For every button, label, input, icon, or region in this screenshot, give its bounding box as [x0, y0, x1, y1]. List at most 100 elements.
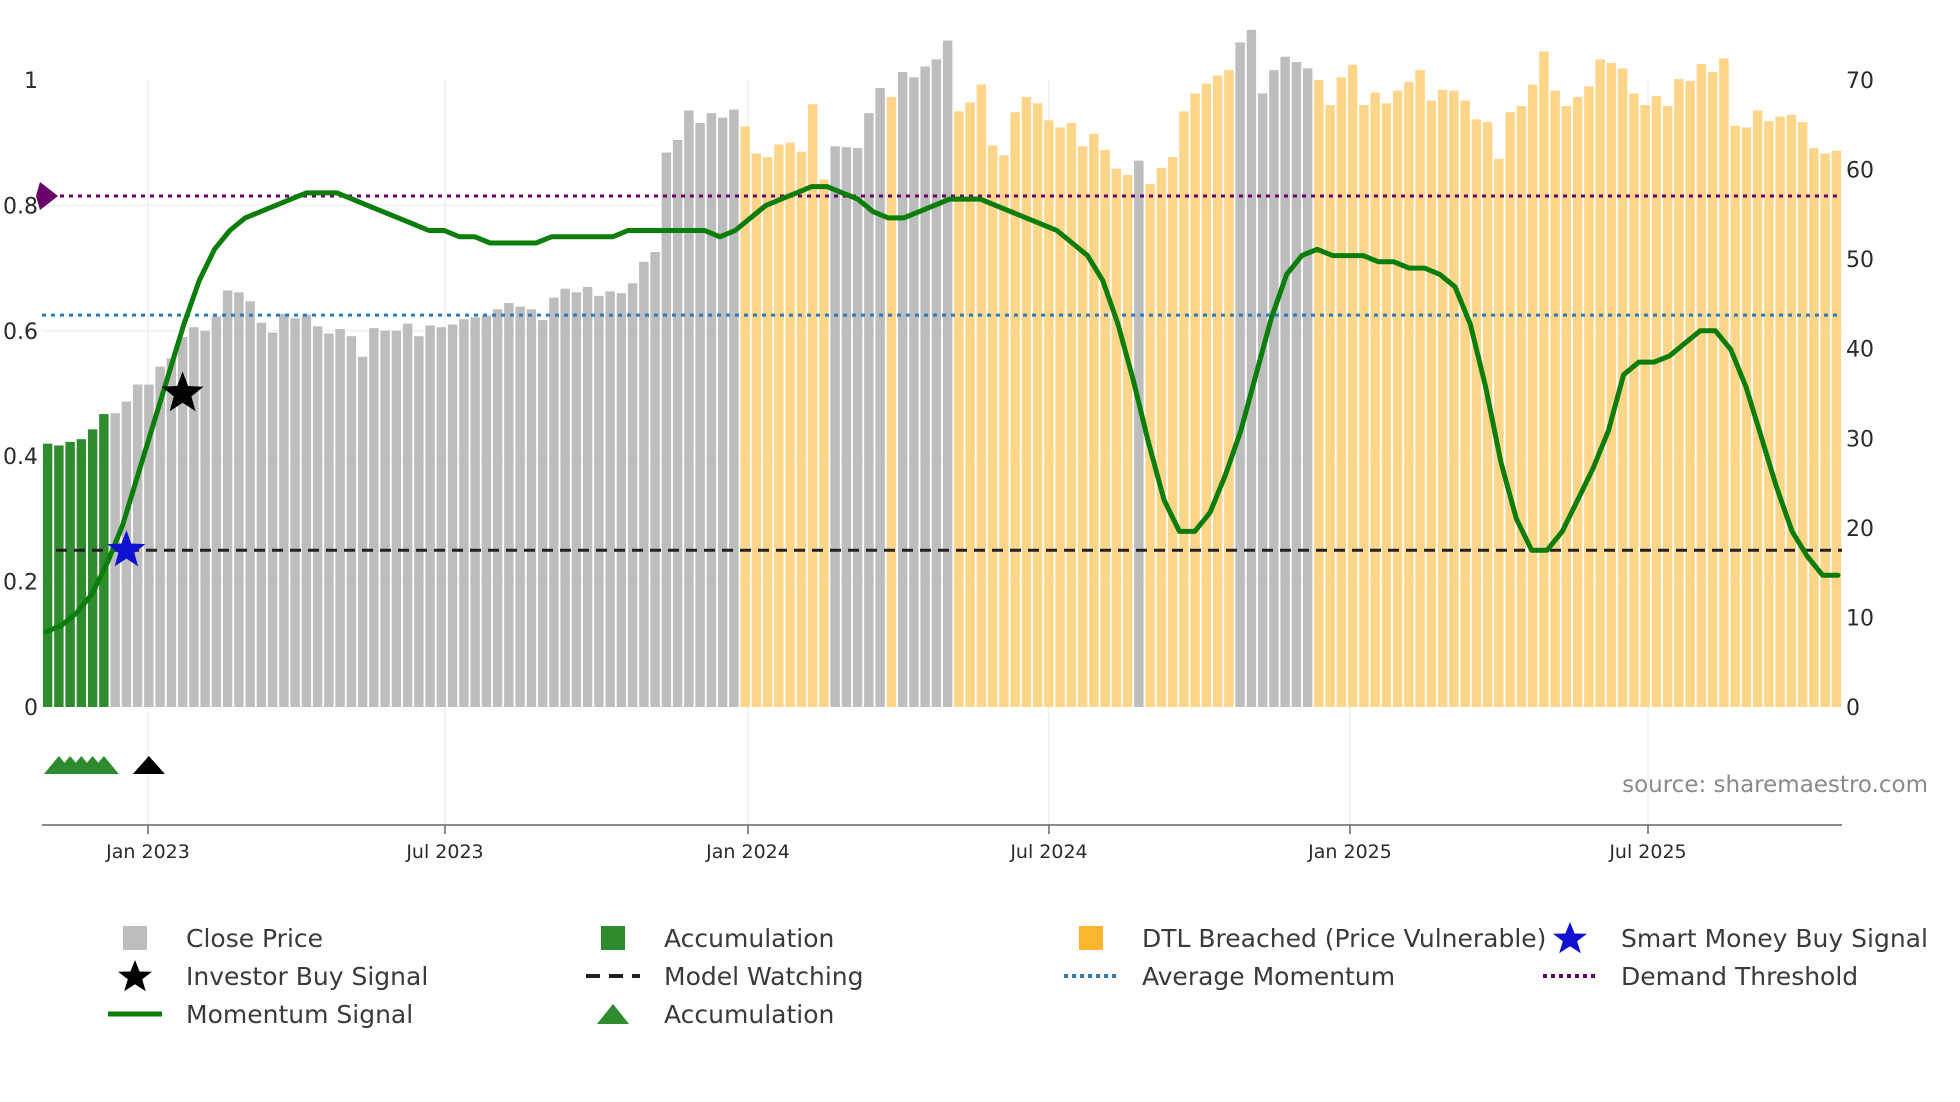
close-price-bar [234, 292, 244, 707]
close-price-bar [639, 261, 649, 707]
close-price-bar [1291, 62, 1302, 708]
close-price-bar [1246, 29, 1257, 707]
dtl-breached-bar [1809, 148, 1819, 707]
close-price-bar [942, 40, 953, 708]
dtl-breached-bar [1561, 105, 1572, 708]
close-price-bar [582, 286, 593, 707]
dtl-breached-bar [1786, 114, 1797, 707]
close-price-bar [425, 325, 435, 707]
dtl-breached-bar [1100, 149, 1110, 707]
investor-legend-icon [100, 958, 170, 994]
close-price-bar [346, 336, 357, 707]
close-price-bar [864, 113, 874, 708]
dtl-breached-bar [751, 153, 762, 707]
dtl-breached-bar [1156, 167, 1167, 707]
accum-legend-icon [578, 920, 648, 956]
y-right-tick-label: 40 [1846, 338, 1874, 363]
dtl-breached-bar [1460, 100, 1470, 707]
close-price-bar [661, 152, 672, 707]
dtl-breached-bar [1032, 103, 1043, 707]
legend-label: Average Momentum [1142, 961, 1396, 991]
legend-item-accum: Accumulation [578, 920, 834, 956]
legend: Close Price Accumulation DTL Breached (Pri… [0, 920, 1960, 1050]
dtl-breached-bar [796, 151, 807, 707]
legend-item-smart: Smart Money Buy Signal [1535, 920, 1928, 956]
close-price-bar [380, 330, 390, 707]
dtl-breached-bar [1190, 93, 1200, 707]
dtl-breached-bar [1764, 121, 1774, 707]
dtl-breached-bar [1584, 86, 1594, 707]
dtl-breached-bar [1550, 90, 1560, 707]
momentum-legend-icon [100, 996, 170, 1032]
dtl-breached-bar [762, 157, 773, 707]
close-price-bar [920, 66, 930, 708]
close-price-bar [931, 59, 942, 708]
dtl-breached-bar [1437, 89, 1448, 708]
close-price-bar [256, 322, 267, 707]
dtl-breached-bar [987, 145, 998, 707]
close-price-bar [841, 147, 852, 707]
y-left-tick-label: 0 [24, 696, 38, 721]
dtl-breached-bar [1426, 100, 1437, 707]
dtl-breached-bar [1685, 80, 1695, 708]
dtl-breached-bar [1044, 120, 1054, 708]
close-price-bar [672, 140, 683, 707]
close-price-bar [717, 117, 728, 708]
close-price-bar [605, 291, 615, 707]
close-price-bar [492, 309, 503, 707]
legend-item-investor: Investor Buy Signal [100, 958, 428, 994]
dtl-breached-bar [1482, 122, 1493, 707]
close-price-bar [470, 317, 480, 707]
close-price-bar [110, 413, 120, 707]
close-price-bar [324, 333, 334, 707]
dtl-breached-bar [785, 142, 795, 707]
dtl-breached-bar [1820, 153, 1830, 707]
dtl-breached-bar [965, 102, 975, 707]
dtl-breached-bar [1224, 70, 1234, 707]
accumulation-bar [54, 445, 64, 707]
dtl-breached-bar [1775, 116, 1785, 707]
legend-label: Accumulation [664, 923, 835, 953]
dtl-breached-bar [1370, 92, 1380, 708]
dtl-breached-bar [774, 144, 784, 707]
demand-legend-icon [1535, 958, 1605, 994]
dtl-breached-bar [1595, 59, 1605, 708]
close-price-bar [312, 326, 323, 707]
dtl-breached-bar [1314, 80, 1324, 707]
close-price-bar [459, 319, 469, 707]
close-price-bar [290, 318, 300, 707]
close-price-bar [706, 113, 717, 708]
close-price-bar [684, 110, 694, 707]
y-right-tick-label: 0 [1846, 696, 1860, 721]
close-price-bar [245, 301, 255, 707]
x-tick-label: Jan 2023 [105, 841, 190, 863]
avg-legend-icon [1056, 958, 1126, 994]
dtl-breached-bar [886, 97, 897, 708]
dtl-breached-bar [1494, 158, 1504, 707]
y-left-tick-label: 1 [24, 69, 38, 94]
y-left-tick-label: 0.4 [3, 445, 38, 470]
close-price-bar [166, 358, 177, 707]
demand-threshold-marker [36, 181, 58, 210]
dtl-breached-bar [1359, 105, 1369, 707]
close-price-bar [481, 315, 492, 707]
source-label: source: sharemaestro.com [1622, 772, 1928, 798]
close-price-bar [650, 251, 660, 707]
close-price-bar [594, 295, 604, 707]
close-price-bar [267, 332, 278, 707]
x-tick-label: Jul 2023 [405, 841, 483, 863]
x-tick-label: Jul 2025 [1608, 841, 1686, 863]
legend-item-watching: Model Watching [578, 958, 864, 994]
close-price-bar [875, 88, 885, 708]
dtl-breached-bar [1415, 70, 1425, 707]
close-price-bar [1235, 42, 1245, 707]
close-price-bar [357, 356, 368, 707]
y-left-tick-label: 0.6 [3, 320, 38, 345]
dtl-breached-bar [1021, 97, 1032, 708]
dtl-breached-bar [1347, 64, 1358, 708]
investor-buy-signal-marker [161, 371, 204, 412]
dtl-breached-bar [1055, 127, 1065, 708]
y-right-tick-label: 20 [1846, 517, 1874, 542]
